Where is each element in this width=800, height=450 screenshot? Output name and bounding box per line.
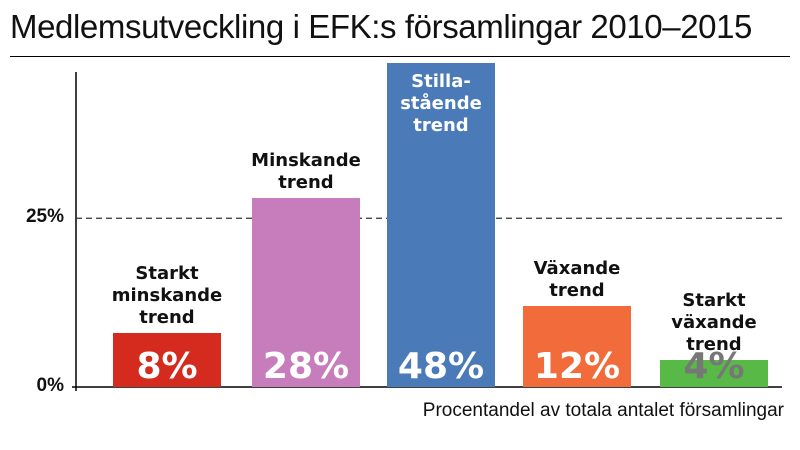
- bar-category-label: trend: [139, 307, 194, 328]
- bar-4: [523, 306, 631, 387]
- bar-category-label: stående: [400, 92, 482, 114]
- bar-category-label: trend: [686, 334, 741, 355]
- y-tick-label: 25%: [25, 206, 64, 228]
- title-divider: [10, 56, 790, 57]
- bar-category-label: minskande: [112, 285, 222, 306]
- bar-category-label: Växande: [534, 258, 621, 279]
- bar-category-label: växande: [671, 312, 757, 333]
- bar-category-label: trend: [549, 280, 604, 301]
- bar-2: [252, 198, 360, 387]
- bar-category-label: Minskande: [251, 150, 361, 171]
- chart-title: Medlemsutveckling i EFK:s församlingar 2…: [10, 8, 753, 45]
- x-axis-caption: Procentandel av totala antalet församlin…: [422, 400, 784, 421]
- y-tick-label: 0%: [36, 375, 64, 396]
- bar-value-label: 4%: [683, 346, 744, 387]
- bar-category-label: Starkt: [135, 263, 199, 284]
- bar-5: [660, 360, 768, 387]
- bar-category-label: Stilla-: [411, 71, 471, 92]
- bar-value-label: 48%: [398, 346, 484, 387]
- bar-1: [113, 333, 221, 387]
- bar-category-label: Starkt: [682, 290, 746, 311]
- bar-value-label: 28%: [263, 346, 349, 387]
- bar-category-label: trend: [413, 115, 468, 136]
- bar-value-label: 8%: [136, 346, 197, 387]
- bar-value-label: 12%: [534, 346, 620, 387]
- bar-category-label: trend: [278, 172, 333, 193]
- bar-3: [387, 63, 495, 387]
